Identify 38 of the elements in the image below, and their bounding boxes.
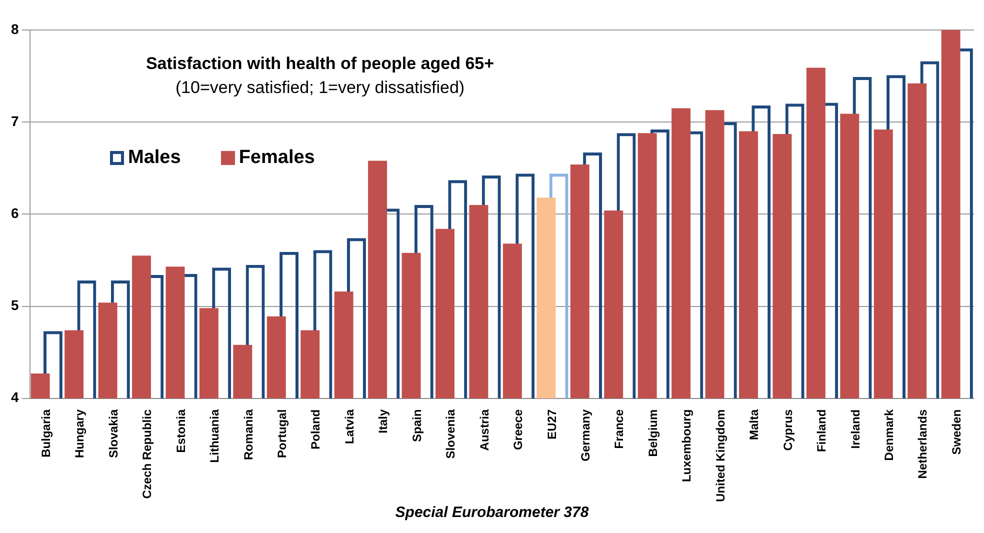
x-tick-label: Germany <box>578 409 593 462</box>
text: Satisfaction with health of people aged 65+ <box>144 54 496 74</box>
x-tick-label: Greece <box>511 409 526 450</box>
x-tick-label: Czech Republic <box>140 409 154 499</box>
x-tick-label: Finland <box>814 409 829 452</box>
y-tick-label: 8 <box>10 20 19 37</box>
x-tick-label: Ireland <box>848 409 862 449</box>
x-tick-label: Luxembourg <box>680 409 694 482</box>
x-tick-label: Slovenia <box>444 409 458 459</box>
x-tick-label: Austria <box>477 409 492 451</box>
x-tick-label: Sweden <box>949 409 964 455</box>
x-tick-label: France <box>612 409 626 449</box>
x-tick-label: Netherlands <box>916 409 930 479</box>
y-tick-label: 6 <box>10 205 19 222</box>
x-tick-label: Hungary <box>72 409 87 458</box>
x-tick-label: Italy <box>376 409 390 434</box>
legend-label: Males <box>128 147 181 169</box>
text: Special Eurobarometer 378 <box>394 504 590 521</box>
x-tick-label: Latvia <box>342 409 356 444</box>
x-tick-label: Lithuania <box>208 409 222 463</box>
x-tick-label: Denmark <box>882 409 896 461</box>
x-tick-label: Poland <box>308 409 323 450</box>
x-tick-label: Belgium <box>646 409 660 457</box>
x-tick-label: Spain <box>410 409 424 442</box>
legend-label: Females <box>238 147 315 169</box>
x-tick-label: Bulgaria <box>38 409 53 458</box>
x-tick-label: United Kingdom <box>713 409 728 502</box>
text: (10=very satisfied; 1=very dissatisfied) <box>174 78 466 98</box>
y-tick-label: 7 <box>10 112 19 129</box>
x-tick-label: Romania <box>241 409 256 460</box>
x-tick-label: Slovakia <box>106 409 120 458</box>
x-tick-label: Portugal <box>275 409 290 458</box>
y-tick-label: 5 <box>10 297 19 314</box>
x-tick-label: Malta <box>747 409 762 440</box>
y-tick-label: 4 <box>10 389 19 406</box>
x-tick-label: Cyprus <box>780 409 795 451</box>
x-tick-label: Estonia <box>174 409 188 453</box>
x-tick-label: EU27 <box>544 409 559 440</box>
